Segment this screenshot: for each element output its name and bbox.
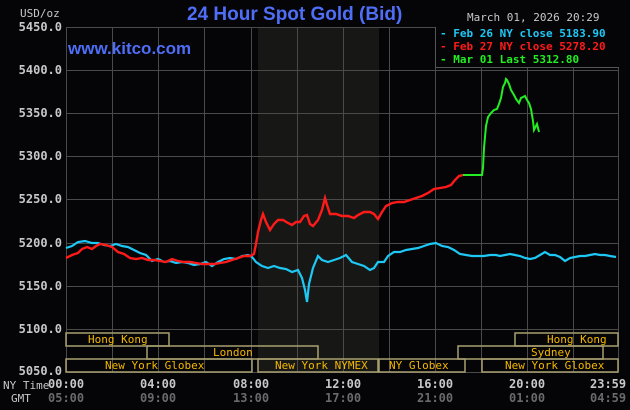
- x-tick-ny: 16:00: [417, 377, 454, 391]
- session-ny-nymex: New York NYMEX: [275, 359, 368, 372]
- session-hong-kong-2: Hong Kong: [547, 333, 607, 346]
- y-tick: 5300.0: [18, 149, 62, 163]
- x-tick-gmt: 17:00: [325, 391, 362, 405]
- legend: - Feb 26 NY close 5183.90 - Feb 27 NY cl…: [435, 27, 619, 68]
- x-tick-gmt: 21:00: [417, 391, 454, 405]
- brand-link[interactable]: www.kitco.com: [68, 39, 192, 58]
- legend-item-mar01: - Mar 01 Last 5312.80: [440, 53, 580, 66]
- x-tick-gmt: 01:00: [509, 391, 546, 405]
- grid: [66, 27, 619, 373]
- y-tick: 5350.0: [18, 106, 62, 120]
- session-hong-kong: Hong Kong: [88, 333, 148, 346]
- x-tick-ny: 04:00: [140, 377, 177, 391]
- timestamp: March 01, 2026 20:29: [467, 11, 600, 24]
- x-tick-ny: 20:00: [509, 377, 546, 391]
- y-tick: 5450.0: [18, 20, 62, 34]
- x-tick-ny: 00:00: [48, 377, 85, 391]
- x-tick-gmt: 04:59: [590, 391, 627, 405]
- legend-item-feb27: - Feb 27 NY close 5278.20: [440, 40, 606, 53]
- session-boxes: [65, 332, 619, 373]
- legend-item-feb26: - Feb 26 NY close 5183.90: [440, 27, 606, 40]
- session-london: London: [213, 346, 253, 359]
- legend-label: Mar 01 Last 5312.80: [453, 53, 580, 66]
- ny-time-label: NY Time: [3, 379, 50, 392]
- x-tick-ny: 08:00: [233, 377, 270, 391]
- session-ny-globex: New York Globex: [105, 359, 205, 372]
- x-tick-ny: 23:59: [590, 377, 627, 391]
- x-tick-gmt: 05:00: [48, 391, 85, 405]
- session-ny-globex-3: New York Globex: [505, 359, 605, 372]
- y-tick: 5050.0: [18, 364, 62, 378]
- unit-label: USD/oz: [20, 7, 60, 20]
- y-tick: 5200.0: [18, 236, 62, 250]
- x-tick-ny: 12:00: [325, 377, 362, 391]
- series-feb27: [65, 173, 464, 266]
- y-tick: 5250.0: [18, 192, 62, 206]
- gmt-label: GMT: [11, 392, 31, 405]
- series-mar01: [463, 77, 540, 176]
- y-tick: 5150.0: [18, 279, 62, 293]
- session-sydney: Sydney: [531, 346, 571, 359]
- legend-label: Feb 27 NY close 5278.20: [453, 40, 606, 53]
- x-tick-gmt: 13:00: [233, 391, 270, 405]
- y-tick: 5100.0: [18, 322, 62, 336]
- y-tick: 5400.0: [18, 63, 62, 77]
- legend-label: Feb 26 NY close 5183.90: [453, 27, 606, 40]
- x-tick-gmt: 09:00: [140, 391, 177, 405]
- session-ny-globex-2: NY Globex: [389, 359, 449, 372]
- chart-title: 24 Hour Spot Gold (Bid): [187, 4, 403, 25]
